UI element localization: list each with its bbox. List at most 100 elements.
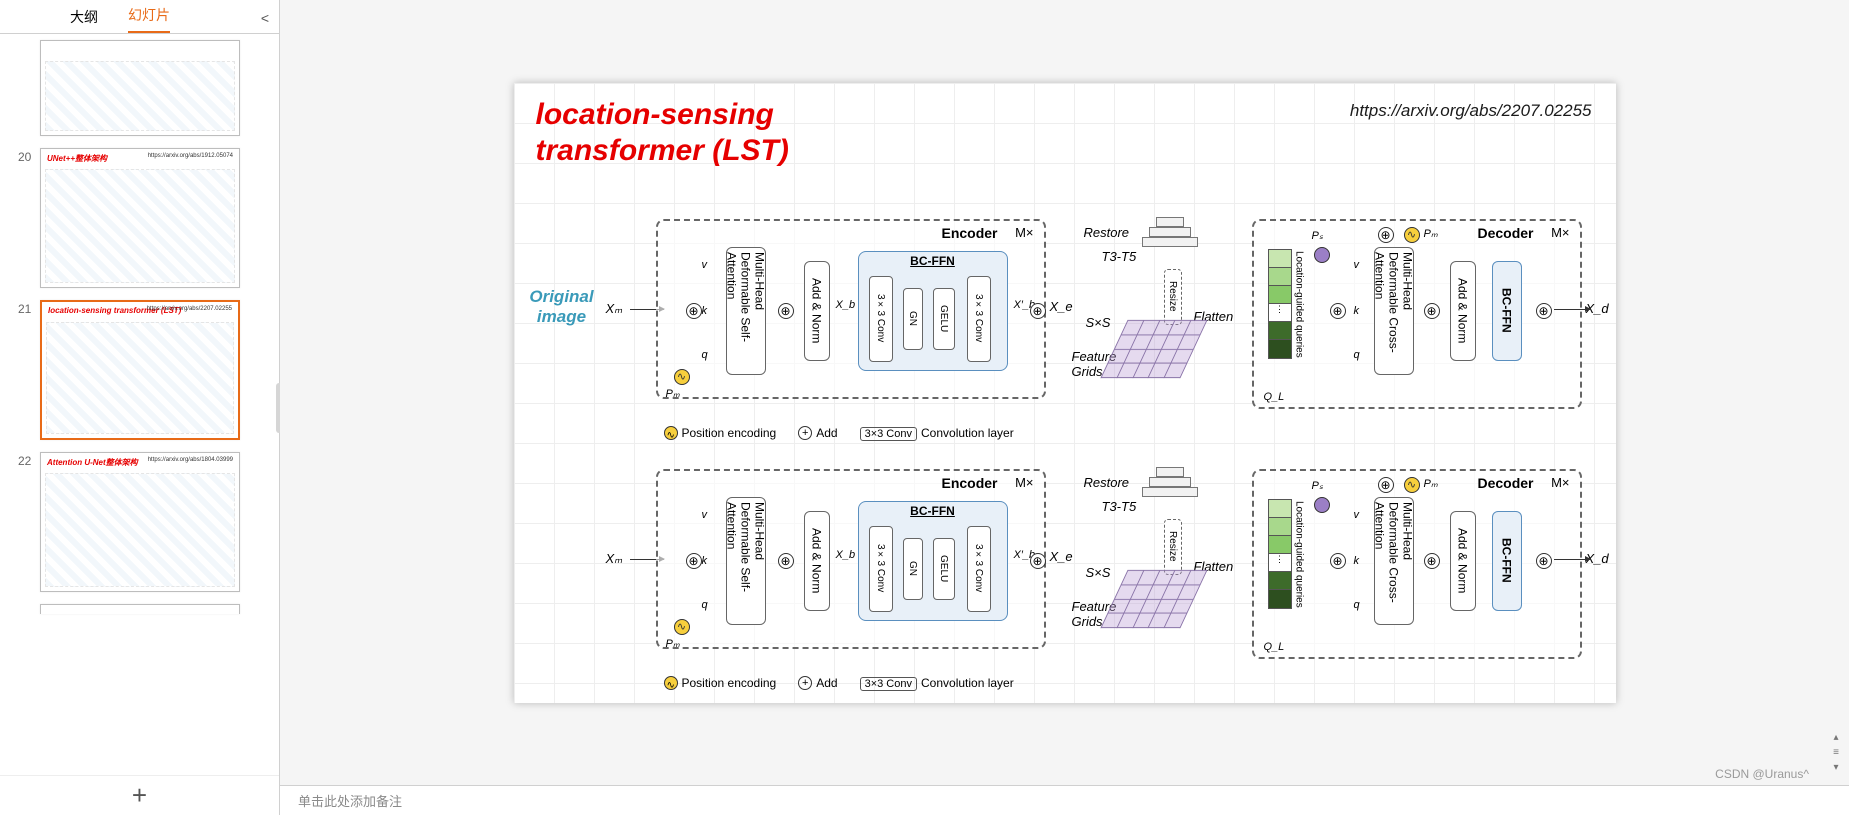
encoder-self-attn: Multi-Head Deformable Self-Attention: [726, 497, 766, 625]
decoder-addnorm: Add & Norm: [1450, 511, 1476, 611]
add-icon: ⊕: [1536, 303, 1552, 319]
main-area: location-sensing transformer (LST) https…: [280, 0, 1849, 815]
lst-diagram-bottom: Xₘ Encoder M× ⊕ v k q Pₘ Multi-Head Defo…: [634, 459, 1594, 689]
encoder-label: Encoder: [941, 475, 997, 491]
thumbnails-list: 20 UNet++整体架构 https://arxiv.org/abs/1912…: [0, 34, 279, 775]
thumbnail[interactable]: Attention U-Net整体架构 https://arxiv.org/ab…: [40, 452, 240, 592]
encoder-self-attn: Multi-Head Deformable Self-Attention: [726, 247, 766, 375]
layers-label: T3-T5: [1102, 499, 1137, 514]
bcffn-gn: GN: [903, 288, 923, 350]
feature-grid-icon: [1100, 569, 1207, 627]
legend-add: Add: [816, 676, 837, 690]
thumbnail[interactable]: [40, 40, 240, 136]
thumbnail-current[interactable]: location-sensing transformer (LST) https…: [40, 300, 240, 440]
slide-panel: 大纲 幻灯片 < 20 UNet++整体架构 https://arxiv.org…: [0, 0, 280, 815]
diagram-legend: Position encoding +Add 3×3 ConvConvoluti…: [664, 426, 1014, 441]
slide-canvas[interactable]: location-sensing transformer (LST) https…: [514, 83, 1616, 703]
restore-label: Restore: [1084, 475, 1130, 490]
bcffn-title: BC-FFN: [859, 254, 1007, 268]
thumbnail-row[interactable]: [18, 40, 269, 136]
middle-stack: Restore T3-T5 Resize Flatten S×S Feature…: [1054, 459, 1244, 659]
restore-label: Restore: [1084, 225, 1130, 240]
slide-canvas-wrap: location-sensing transformer (LST) https…: [280, 0, 1849, 785]
thumbnail-arxiv: https://arxiv.org/abs/1804.03999: [148, 457, 233, 463]
encoder-mult: M×: [1015, 475, 1033, 490]
bcffn-title: BC-FFN: [859, 504, 1007, 518]
bcffn-conv1: 3×3 Conv: [869, 276, 893, 362]
thumbnail[interactable]: [40, 604, 240, 614]
add-icon: ⊕: [1330, 303, 1346, 319]
encoder-box: Encoder M× ⊕ v k q Pₘ Multi-Head Deforma…: [656, 219, 1046, 399]
original-image-label: Original image: [522, 287, 602, 327]
legend-conv: Convolution layer: [921, 676, 1014, 690]
thumbnail-number: [18, 40, 40, 136]
add-icon: ⊕: [778, 303, 794, 319]
resize-block: Resize: [1164, 269, 1182, 325]
ql-queries: ⋮: [1268, 499, 1292, 609]
notes-placeholder[interactable]: 单击此处添加备注: [280, 785, 1849, 815]
k-label: k: [702, 305, 708, 317]
tab-slides[interactable]: 幻灯片: [128, 5, 170, 33]
decoder-box: Decoder M× ⋮ Location-guided queries Q_L…: [1252, 469, 1582, 659]
ql-queries: ⋮: [1268, 249, 1292, 359]
collapse-panel-chevron[interactable]: <: [261, 10, 269, 26]
decoder-bcffn: BC-FFN: [1492, 261, 1522, 361]
watermark: CSDN @Uranus^: [1715, 767, 1809, 781]
thumbnail[interactable]: UNet++整体架构 https://arxiv.org/abs/1912.05…: [40, 148, 240, 288]
feature-grid-icon: [1100, 319, 1207, 377]
decoder-mult: M×: [1551, 225, 1569, 240]
thumbnail-row[interactable]: [18, 604, 269, 614]
q-label: q: [702, 599, 708, 611]
pyramid-icon: [1142, 217, 1198, 247]
resize-block: Resize: [1164, 519, 1182, 575]
k-label: k: [702, 555, 708, 567]
pm-label: Pₘ: [666, 387, 680, 400]
bcffn-box: BC-FFN 3×3 Conv GN GELU 3×3 Conv: [858, 501, 1008, 621]
bcffn-gelu: GELU: [933, 288, 955, 350]
v-label: v: [702, 509, 708, 521]
diagram-legend: Position encoding +Add 3×3 ConvConvoluti…: [664, 676, 1014, 691]
v-label: v: [702, 259, 708, 271]
decoder-cross-attn: Multi-Head Deformable Cross-Attention: [1374, 247, 1414, 375]
ql-label: Q_L: [1264, 391, 1285, 403]
add-icon: ⊕: [686, 303, 702, 319]
pe-icon: [1404, 227, 1420, 243]
prev-slide-icon[interactable]: ▴: [1833, 732, 1838, 743]
xb-label: X_b: [836, 299, 856, 311]
legend-conv-box: 3×3 Conv: [860, 677, 917, 691]
layers-label: T3-T5: [1102, 249, 1137, 264]
encoder-addnorm: Add & Norm: [804, 511, 830, 611]
v-label: v: [1354, 509, 1360, 521]
encoder-box: Encoder M× ⊕ v k q Pₘ Multi-Head Deforma…: [656, 469, 1046, 649]
add-icon: ⊕: [1378, 477, 1394, 493]
ps-label: Pₛ: [1312, 229, 1323, 242]
encoder-label: Encoder: [941, 225, 997, 241]
slide-title: location-sensing transformer (LST): [536, 97, 789, 169]
legend-conv-box: 3×3 Conv: [860, 427, 917, 441]
lst-diagram-top: Xₘ Encoder M× ⊕ v k q Pₘ Multi-Head Defo…: [634, 209, 1594, 439]
thumbnail-row[interactable]: 21 location-sensing transformer (LST) ht…: [18, 300, 269, 440]
legend-conv: Convolution layer: [921, 426, 1014, 440]
add-icon: ⊕: [778, 553, 794, 569]
middle-stack: Restore T3-T5 Resize Flatten S×S Feature…: [1054, 209, 1244, 409]
decoder-addnorm: Add & Norm: [1450, 261, 1476, 361]
thumbnail-row[interactable]: 22 Attention U-Net整体架构 https://arxiv.org…: [18, 452, 269, 592]
thumbnail-number: 20: [18, 148, 40, 288]
bcffn-box: BC-FFN 3×3 Conv GN GELU 3×3 Conv: [858, 251, 1008, 371]
pm-label: Pₘ: [666, 637, 680, 650]
decoder-box: Decoder M× ⋮ Location-guided queries Q_L…: [1252, 219, 1582, 409]
arrow: [1554, 559, 1590, 560]
tab-outline[interactable]: 大纲: [70, 7, 98, 33]
decoder-cross-attn: Multi-Head Deformable Cross-Attention: [1374, 497, 1414, 625]
slide-nav-controls[interactable]: ▴ ≡ ▾: [1827, 732, 1845, 773]
next-slide-icon[interactable]: ▾: [1833, 762, 1838, 773]
thumbnail-number: [18, 604, 40, 614]
new-slide-button[interactable]: +: [0, 775, 279, 815]
thumbnail-row[interactable]: 20 UNet++整体架构 https://arxiv.org/abs/1912…: [18, 148, 269, 288]
add-icon: ⊕: [1030, 553, 1046, 569]
k-label: k: [1354, 305, 1360, 317]
v-label: v: [1354, 259, 1360, 271]
slide-menu-icon[interactable]: ≡: [1833, 747, 1839, 758]
encoder-input-xm: Xₘ: [606, 301, 623, 317]
add-icon: ⊕: [1536, 553, 1552, 569]
